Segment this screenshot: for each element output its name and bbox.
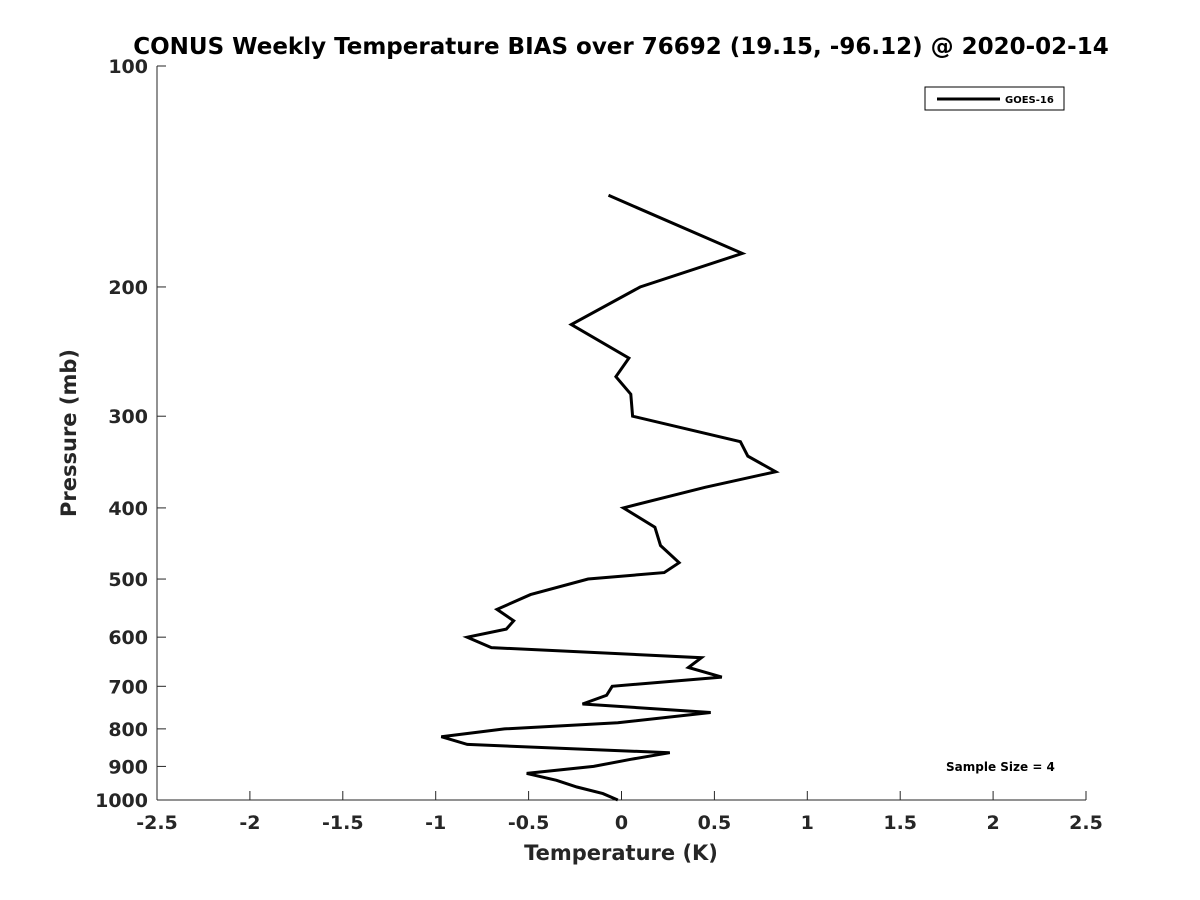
x-tick-label: 0.5 <box>698 812 732 834</box>
x-tick-label: -0.5 <box>508 812 550 834</box>
x-tick-label: 1 <box>801 812 814 834</box>
y-axis-label: Pressure (mb) <box>57 349 81 517</box>
x-tick-label: 0 <box>615 812 628 834</box>
y-tick-label: 100 <box>108 56 148 78</box>
y-tick-label: 300 <box>108 406 148 428</box>
plot-axes <box>156 66 1086 801</box>
x-axis-label: Temperature (K) <box>524 841 718 865</box>
x-tick-label: -2 <box>239 812 260 834</box>
y-tick-label: 900 <box>108 756 148 778</box>
x-axis-ticks: -2.5 -2 -1.5 -1 -0.5 0 0.5 1 1.5 2 2.5 <box>136 791 1103 834</box>
x-tick-label: -2.5 <box>136 812 178 834</box>
x-tick-label: 1.5 <box>883 812 917 834</box>
y-tick-label: 1000 <box>95 790 148 812</box>
x-tick-label: -1 <box>425 812 446 834</box>
series-line-goes-16 <box>440 193 780 802</box>
y-tick-label: 400 <box>108 498 148 520</box>
y-tick-label: 600 <box>108 627 148 649</box>
y-axis-ticks: 100 200 300 400 500 600 700 800 900 1000 <box>95 56 166 812</box>
y-tick-label: 800 <box>108 719 148 741</box>
sample-size-annotation: Sample Size = 4 <box>946 760 1055 774</box>
legend: GOES-16 <box>924 86 1065 111</box>
chart-title: CONUS Weekly Temperature BIAS over 76692… <box>133 34 1108 60</box>
y-tick-label: 700 <box>108 676 148 698</box>
legend-label-goes-16: GOES-16 <box>1005 95 1054 106</box>
x-tick-label: -1.5 <box>322 812 364 834</box>
x-tick-label: 2.5 <box>1069 812 1103 834</box>
x-tick-label: 2 <box>986 812 999 834</box>
y-tick-label: 200 <box>108 277 148 299</box>
y-tick-label: 500 <box>108 569 148 591</box>
